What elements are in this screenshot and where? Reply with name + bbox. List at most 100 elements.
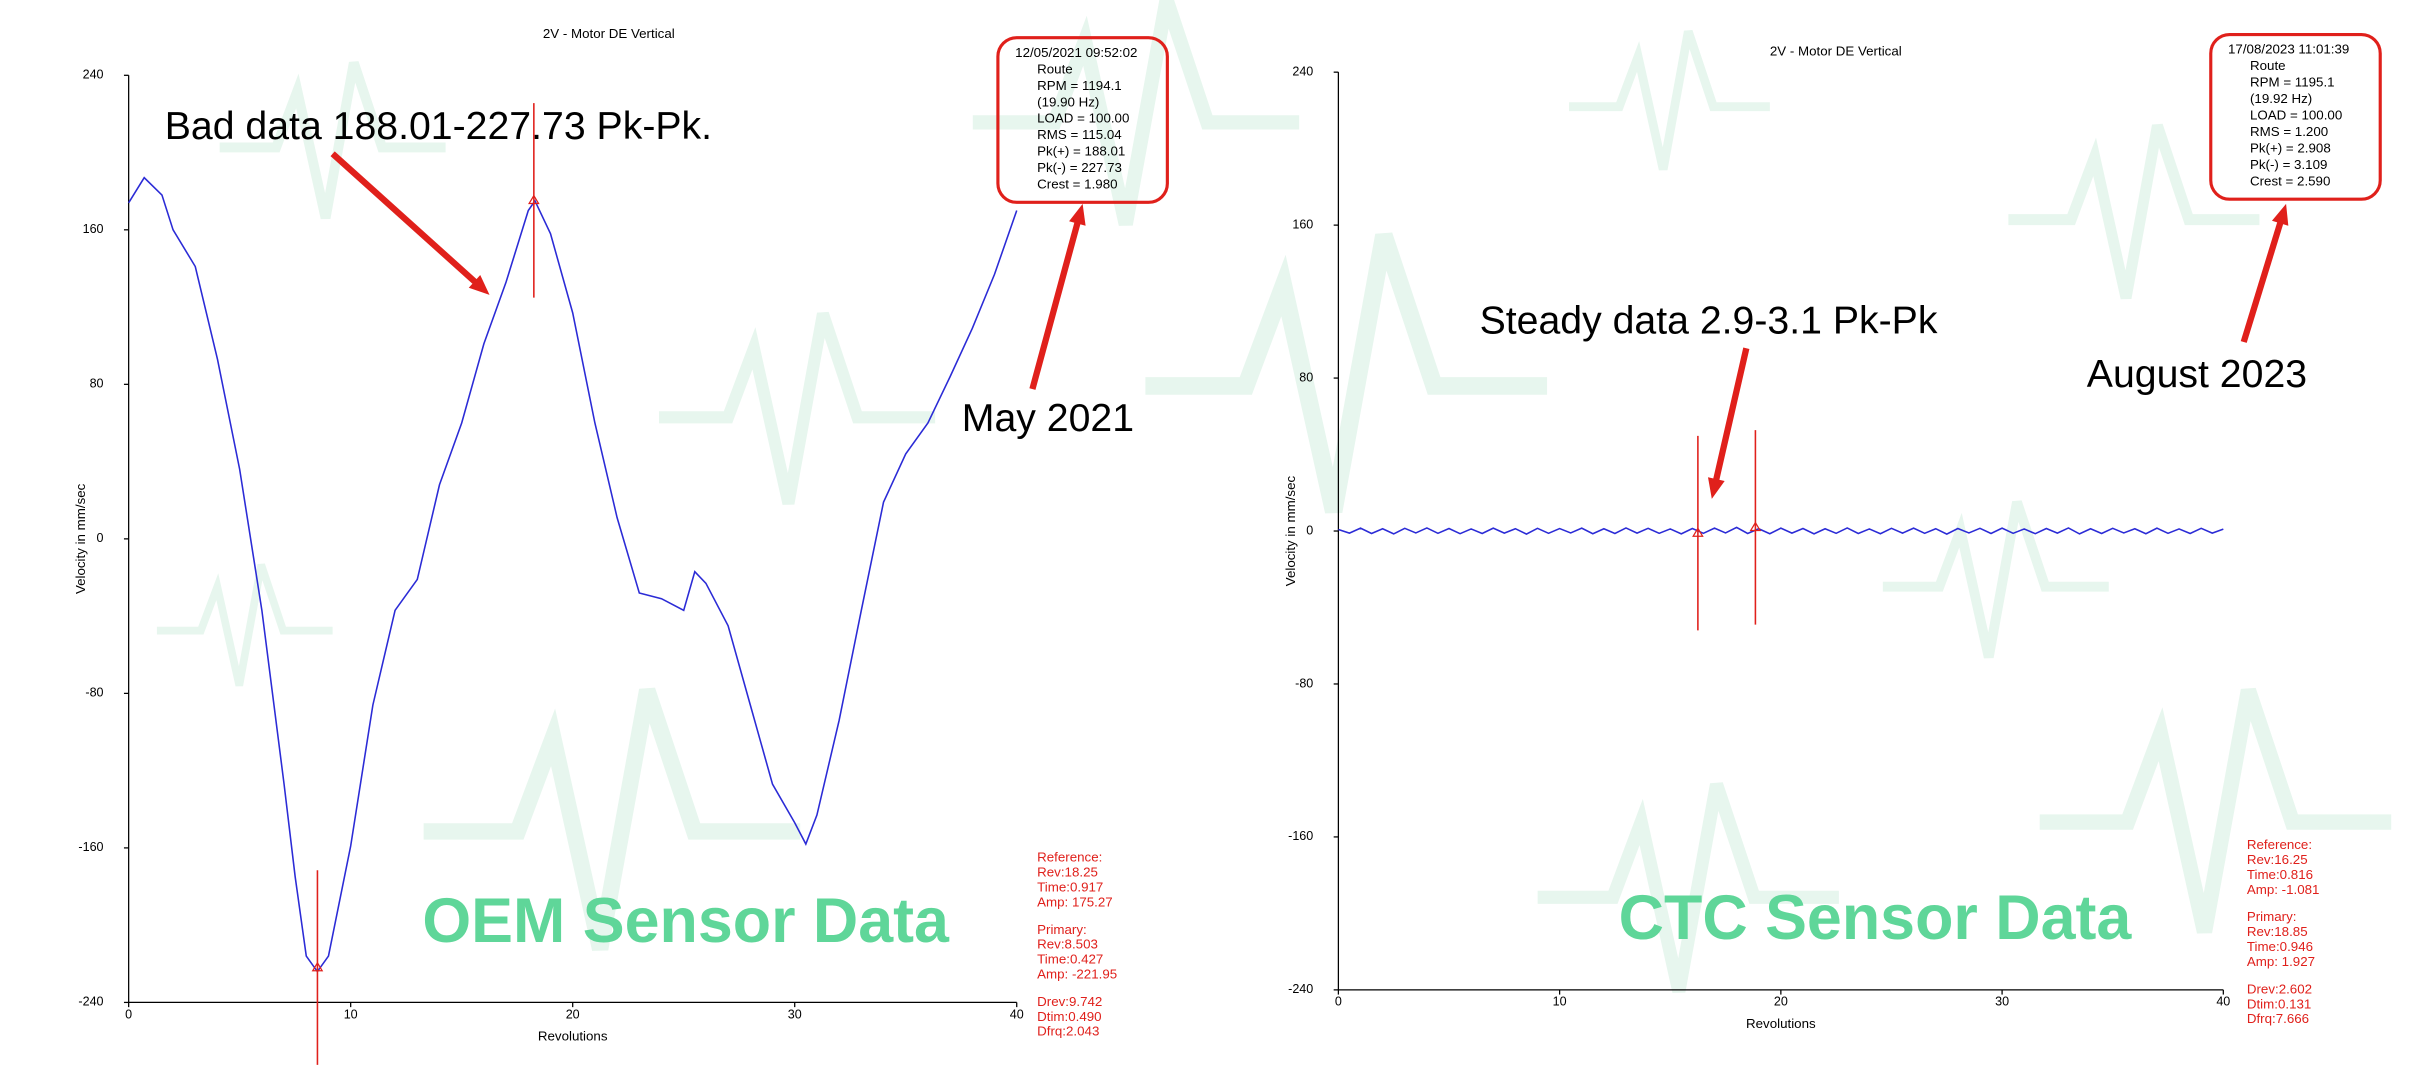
annotation: Steady data 2.9-3.1 Pk-Pk <box>1480 299 1938 343</box>
cursor-readout: Primary: <box>2247 909 2297 924</box>
info-line: LOAD = 100.00 <box>2250 108 2342 123</box>
info-line: Crest = 2.590 <box>2250 173 2330 188</box>
cursor-readout: Reference: <box>1037 850 1102 865</box>
watermark <box>2008 125 2259 298</box>
arrow-head <box>468 275 490 295</box>
x-tick-label: 40 <box>1010 1007 1024 1021</box>
x-tick-label: 40 <box>2216 995 2230 1009</box>
annotation: August 2023 <box>2087 352 2307 396</box>
cursor-marker <box>311 961 324 972</box>
y-axis-label: Velocity in mm/sec <box>73 483 88 594</box>
x-tick-label: 20 <box>566 1007 580 1021</box>
watermark <box>659 314 935 504</box>
y-tick-label: 240 <box>1292 64 1313 78</box>
cursor-readout: Rev:8.503 <box>1037 937 1098 952</box>
waveform <box>127 176 1018 973</box>
cursor-readout: Amp: -221.95 <box>1037 966 1117 981</box>
x-tick-label: 0 <box>125 1007 132 1021</box>
y-tick-label: 0 <box>97 531 104 545</box>
info-line: (19.90 Hz) <box>1037 94 1099 109</box>
chart: 2V - Motor DE Vertical -240 -160 -80 0 80 160 2… <box>1283 32 2382 1031</box>
x-tick-label: 10 <box>1553 995 1567 1009</box>
annotation: Bad data 188.01-227.73 Pk-Pk. <box>165 104 712 148</box>
y-tick-label: 80 <box>90 377 104 391</box>
x-tick-label: 30 <box>788 1007 802 1021</box>
info-line: LOAD = 100.00 <box>1037 111 1129 126</box>
cursor-readout: Drev:9.742 <box>1037 994 1102 1009</box>
cursor-readout: Time:0.816 <box>2247 867 2313 882</box>
y-tick-label: -80 <box>1295 676 1313 690</box>
arrow-head <box>2271 203 2289 226</box>
y-tick-label: 80 <box>1299 370 1313 384</box>
y-tick-label: -160 <box>1288 829 1313 843</box>
cursor-marker <box>1749 521 1762 532</box>
annotation: May 2021 <box>962 396 1134 440</box>
waveform <box>1338 526 2224 535</box>
watermark <box>973 0 1299 224</box>
x-tick-label: 0 <box>1335 995 1342 1009</box>
watermark <box>1569 31 1770 169</box>
info-line: 17/08/2023 11:01:39 <box>2228 42 2349 57</box>
y-tick-label: -240 <box>78 995 103 1009</box>
cursor-readout: Dtim:0.490 <box>1037 1009 1101 1024</box>
watermark <box>1145 235 1547 511</box>
info-line: RPM = 1194.1 <box>1037 78 1122 93</box>
info-line: RMS = 1.200 <box>2250 124 2328 139</box>
cursor-readout: Drev:2.602 <box>2247 981 2312 996</box>
y-tick-label: 240 <box>83 68 104 82</box>
watermark <box>157 565 333 686</box>
cursor-readout: Dtim:0.131 <box>2247 996 2311 1011</box>
cursor-readout: Reference: <box>2247 837 2312 852</box>
info-line: Pk(-) = 3.109 <box>2250 157 2327 172</box>
cursor-readout: Rev:16.25 <box>2247 852 2308 867</box>
info-line: RPM = 1195.1 <box>2250 75 2335 90</box>
chart: 2V - Motor DE Vertical -240 -160 -80 0 80 160 2… <box>73 26 1169 1065</box>
chart-title: 2V - Motor DE Vertical <box>543 26 675 41</box>
cursor-readout: Amp: 175.27 <box>1037 894 1113 909</box>
info-line: 12/05/2021 09:52:02 <box>1015 45 1137 60</box>
cursor-readout: Dfrq:2.043 <box>1037 1024 1099 1039</box>
info-line: Route <box>1037 61 1073 76</box>
sensor-label: CTC Sensor Data <box>1619 883 2133 953</box>
cursor-readout: Time:0.946 <box>2247 939 2313 954</box>
x-tick-label: 30 <box>1995 995 2009 1009</box>
cursor-marker <box>1692 527 1704 537</box>
y-axis-label: Velocity in mm/sec <box>1283 476 1298 587</box>
sensor-label: OEM Sensor Data <box>422 886 950 956</box>
cursor-readout: Rev:18.85 <box>2247 924 2308 939</box>
info-box <box>2209 32 2382 201</box>
y-tick-label: 0 <box>1306 523 1313 537</box>
x-tick-label: 10 <box>344 1007 358 1021</box>
chart-title: 2V - Motor DE Vertical <box>1770 43 1902 58</box>
watermark <box>1883 502 2109 657</box>
arrow-head <box>1069 203 1086 226</box>
info-line: Pk(+) = 188.01 <box>1037 144 1125 159</box>
info-line: Pk(+) = 2.908 <box>2250 141 2331 156</box>
cursor-readout: Amp: 1.927 <box>2247 954 2315 969</box>
cursor-readout: Primary: <box>1037 922 1087 937</box>
arrow-head <box>1707 477 1725 499</box>
annotation-arrow <box>1712 347 1750 483</box>
info-line: RMS = 115.04 <box>1037 127 1122 142</box>
cursor-readout: Dfrq:7.666 <box>2247 1011 2309 1026</box>
charts: 2V - Motor DE Vertical -240 -160 -80 0 80 160 2… <box>73 26 2382 1065</box>
info-line: Route <box>2250 58 2286 73</box>
x-tick-label: 20 <box>1774 995 1788 1009</box>
cursor-marker <box>528 194 540 205</box>
annotation-arrow <box>1029 220 1082 390</box>
x-axis-label: Revolutions <box>1746 1016 1816 1031</box>
cursor-readout: Time:0.427 <box>1037 952 1103 967</box>
y-tick-label: 160 <box>83 222 104 236</box>
x-axis-label: Revolutions <box>538 1028 608 1043</box>
annotation-arrow <box>330 151 479 286</box>
info-line: Crest = 1.980 <box>1037 177 1117 192</box>
info-line: (19.92 Hz) <box>2250 91 2312 106</box>
info-line: Pk(-) = 227.73 <box>1037 160 1122 175</box>
annotation-arrow <box>2240 219 2284 343</box>
y-tick-label: -80 <box>85 686 103 700</box>
cursor-readout: Amp: -1.081 <box>2247 882 2320 897</box>
y-tick-label: 160 <box>1292 217 1313 231</box>
watermarks <box>157 0 2391 991</box>
